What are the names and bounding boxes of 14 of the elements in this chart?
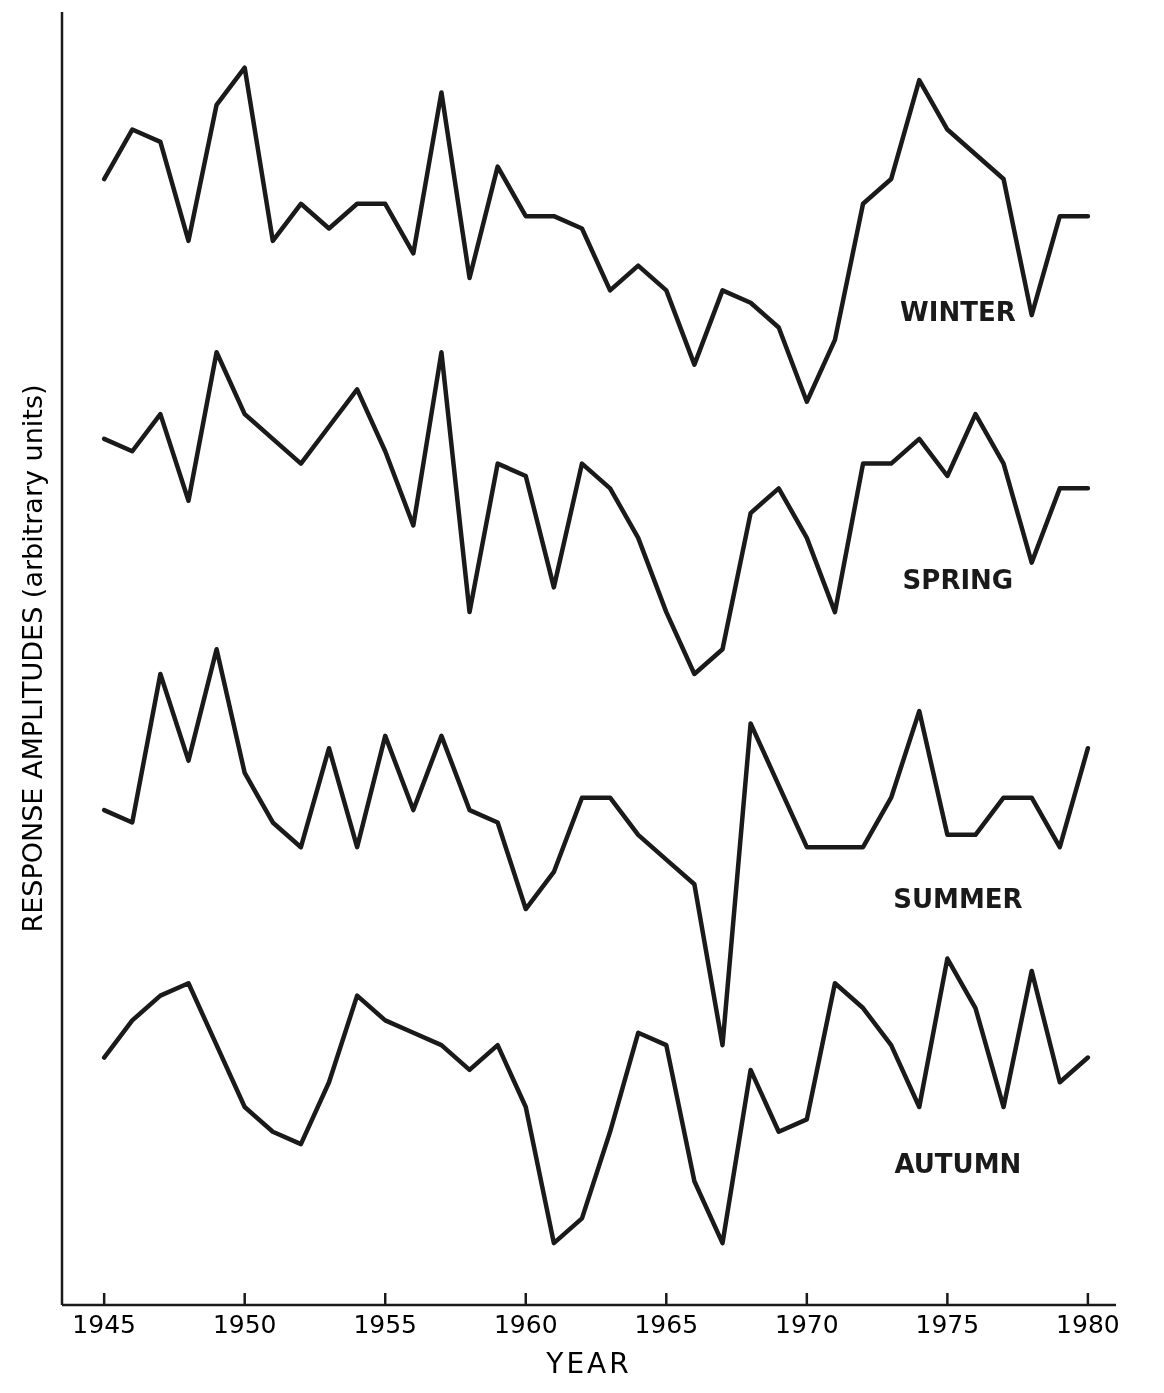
x-tick-label: 1945 (72, 1310, 136, 1339)
x-tick-label: 1965 (634, 1310, 699, 1339)
x-tick-label: 1955 (353, 1310, 418, 1339)
series-label: AUTUMN (894, 1149, 1022, 1180)
series-label: SUMMER (893, 884, 1023, 915)
y-axis-title: RESPONSE AMPLITUDES (arbitrary units) (17, 384, 48, 933)
x-tick-label: 1970 (775, 1310, 839, 1339)
x-tick-label: 1975 (915, 1310, 980, 1339)
x-tick-label: 1960 (493, 1310, 558, 1339)
x-tick-label: 1980 (1056, 1310, 1120, 1339)
series-label: SPRING (902, 565, 1014, 596)
series-label: WINTER (900, 296, 1016, 327)
x-tick-label: 1950 (212, 1310, 277, 1339)
x-axis-title: YEAR (545, 1347, 632, 1380)
